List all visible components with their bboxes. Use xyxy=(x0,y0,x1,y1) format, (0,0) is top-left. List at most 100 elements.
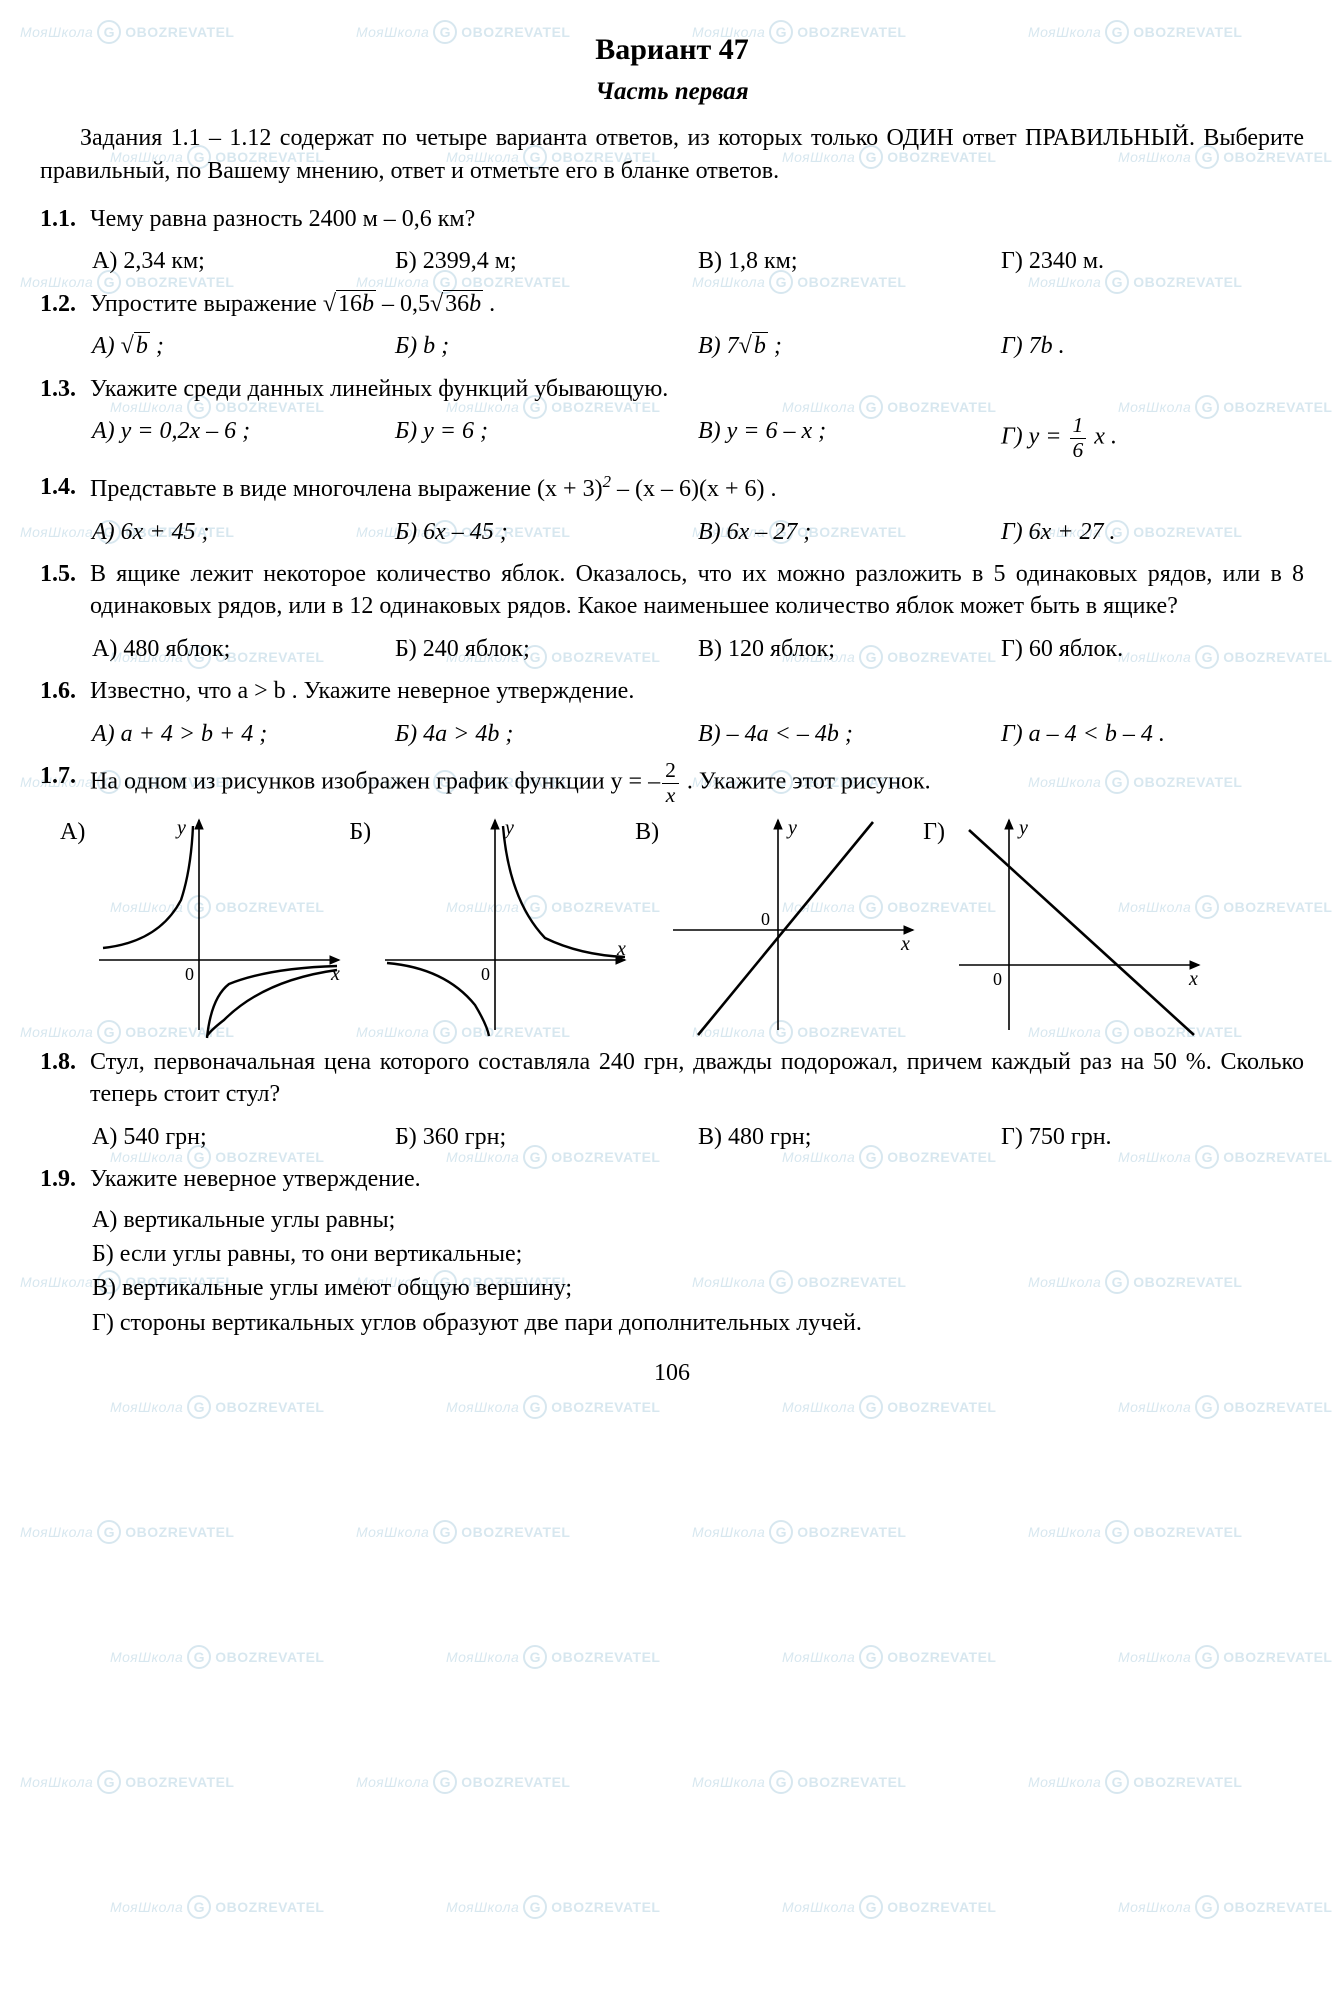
page-content: Вариант 47 Часть первая Задания 1.1 – 1.… xyxy=(40,30,1304,1390)
graph-d-svg: x y 0 xyxy=(949,810,1209,1040)
sqrt-icon: 16b xyxy=(323,288,376,320)
svg-text:y: y xyxy=(1017,817,1028,839)
question-1-7: 1.7. На одном из рисунков изображен граф… xyxy=(40,760,1304,1040)
q6-num: 1.6. xyxy=(40,675,90,707)
q4-ans-b: Б) 6x – 45 ; xyxy=(395,516,698,548)
watermark-icon: МояШкола G OBOZREVATEL xyxy=(1118,1645,1332,1669)
watermark-icon: МояШкола G OBOZREVATEL xyxy=(692,1770,906,1794)
watermark-icon: МояШкола G OBOZREVATEL xyxy=(110,1895,324,1919)
instructions: Задания 1.1 – 1.12 содержат по четыре ва… xyxy=(40,122,1304,187)
question-1-4: 1.4. Представьте в виде многочлена выраж… xyxy=(40,471,1304,548)
q9-answers: А) вертикальные углы равны; Б) если углы… xyxy=(92,1204,1304,1340)
sqrt-icon: b xyxy=(121,330,150,362)
q9-text: Укажите неверное утверждение. xyxy=(90,1163,1304,1195)
graph-a-svg: x y 0 xyxy=(89,810,349,1040)
q9-ans-c: В) вертикальные углы имеют общую вершину… xyxy=(92,1272,1304,1304)
svg-text:x: x xyxy=(1188,968,1198,990)
q7-text: На одном из рисунков изображен график фу… xyxy=(90,760,1304,806)
q9-ans-b: Б) если углы равны, то они вертикальные; xyxy=(92,1238,1304,1270)
q2-ans-a: А) b ; xyxy=(92,330,395,362)
q5-text: В ящике лежит некоторое количество яблок… xyxy=(90,558,1304,623)
sqrt-icon: b xyxy=(739,330,768,362)
watermark-icon: МояШкола G OBOZREVATEL xyxy=(356,1520,570,1544)
q1-text: Чему равна разность 2400 м – 0,6 км? xyxy=(90,203,1304,235)
q6-ans-c: В) – 4a < – 4b ; xyxy=(698,718,1001,750)
svg-text:0: 0 xyxy=(761,909,770,929)
question-1-3: 1.3. Укажите среди данных линейных функц… xyxy=(40,373,1304,462)
q2-ans-b: Б) b ; xyxy=(395,330,698,362)
q3-ans-c: В) y = 6 – x ; xyxy=(698,415,1001,461)
fraction-icon: 16 xyxy=(1070,415,1087,461)
variant-title: Вариант 47 xyxy=(40,30,1304,71)
q9-ans-a: А) вертикальные углы равны; xyxy=(92,1204,1304,1236)
watermark-icon: МояШкола G OBOZREVATEL xyxy=(446,1645,660,1669)
q6-ans-a: А) a + 4 > b + 4 ; xyxy=(92,718,395,750)
q4-ans-c: В) 6x – 27 ; xyxy=(698,516,1001,548)
watermark-icon: МояШкола G OBOZREVATEL xyxy=(1028,1770,1242,1794)
q1-num: 1.1. xyxy=(40,203,90,235)
watermark-icon: МояШкола G OBOZREVATEL xyxy=(1118,1395,1332,1419)
q4-text: Представьте в виде многочлена выражение … xyxy=(90,471,1304,505)
svg-text:y: y xyxy=(786,817,797,839)
q5-ans-b: Б) 240 яблок; xyxy=(395,633,698,665)
q5-ans-c: В) 120 яблок; xyxy=(698,633,1001,665)
q8-num: 1.8. xyxy=(40,1046,90,1111)
q2-text: Упростите выражение 16b – 0,536b . xyxy=(90,288,1304,320)
watermark-icon: МояШкола G OBOZREVATEL xyxy=(782,1395,996,1419)
q7-label-c: В) xyxy=(635,810,659,848)
q7-graph-d: Г) x y 0 xyxy=(923,810,1209,1040)
q4-ans-a: А) 6x + 45 ; xyxy=(92,516,395,548)
q7-label-a: А) xyxy=(60,810,85,848)
q7-label-d: Г) xyxy=(923,810,945,848)
svg-text:y: y xyxy=(175,817,186,839)
watermark-icon: МояШкола G OBOZREVATEL xyxy=(356,1770,570,1794)
watermark-icon: МояШкола G OBOZREVATEL xyxy=(446,1895,660,1919)
svg-text:0: 0 xyxy=(481,964,490,984)
q3-ans-a: А) y = 0,2x – 6 ; xyxy=(92,415,395,461)
watermark-icon: МояШкола G OBOZREVATEL xyxy=(20,1770,234,1794)
q7-num: 1.7. xyxy=(40,760,90,806)
q8-ans-b: Б) 360 грн; xyxy=(395,1121,698,1153)
q3-num: 1.3. xyxy=(40,373,90,405)
question-1-9: 1.9. Укажите неверное утверждение. А) ве… xyxy=(40,1163,1304,1339)
fraction-icon: 2x xyxy=(662,760,679,806)
q3-ans-b: Б) y = 6 ; xyxy=(395,415,698,461)
question-1-2: 1.2. Упростите выражение 16b – 0,536b . … xyxy=(40,288,1304,363)
watermark-icon: МояШкола G OBOZREVATEL xyxy=(110,1395,324,1419)
q7-label-b: Б) xyxy=(349,810,371,848)
part-subtitle: Часть первая xyxy=(40,75,1304,109)
q1-ans-b: Б) 2399,4 м; xyxy=(395,245,698,277)
svg-text:x: x xyxy=(900,933,910,955)
q5-num: 1.5. xyxy=(40,558,90,623)
page-number: 106 xyxy=(40,1357,1304,1389)
q7-graph-b: Б) x y 0 xyxy=(349,810,635,1040)
svg-text:0: 0 xyxy=(993,969,1002,989)
q7-graph-a: А) x y 0 xyxy=(60,810,349,1040)
q8-text: Стул, первоначальная цена которого соста… xyxy=(90,1046,1304,1111)
q2-ans-d: Г) 7b . xyxy=(1001,330,1304,362)
watermark-icon: МояШкола G OBOZREVATEL xyxy=(782,1895,996,1919)
q4-num: 1.4. xyxy=(40,471,90,505)
graph-b-svg: x y 0 xyxy=(375,810,635,1040)
watermark-icon: МояШкола G OBOZREVATEL xyxy=(20,1520,234,1544)
q3-ans-d: Г) y = 16 x . xyxy=(1001,415,1304,461)
watermark-icon: МояШкола G OBOZREVATEL xyxy=(692,1520,906,1544)
q5-ans-d: Г) 60 яблок. xyxy=(1001,633,1304,665)
watermark-icon: МояШкола G OBOZREVATEL xyxy=(1118,1895,1332,1919)
q6-ans-d: Г) a – 4 < b – 4 . xyxy=(1001,718,1304,750)
watermark-icon: МояШкола G OBOZREVATEL xyxy=(446,1395,660,1419)
svg-text:0: 0 xyxy=(185,964,194,984)
question-1-8: 1.8. Стул, первоначальная цена которого … xyxy=(40,1046,1304,1153)
q7-graph-c: В) x y 0 xyxy=(635,810,923,1040)
graph-c-svg: x y 0 xyxy=(663,810,923,1040)
watermark-icon: МояШкола G OBOZREVATEL xyxy=(1028,1520,1242,1544)
q1-ans-d: Г) 2340 м. xyxy=(1001,245,1304,277)
q2-text-pre: Упростите выражение xyxy=(90,291,323,317)
q2-ans-c: В) 7b ; xyxy=(698,330,1001,362)
watermark-icon: МояШкола G OBOZREVATEL xyxy=(110,1645,324,1669)
q6-ans-b: Б) 4a > 4b ; xyxy=(395,718,698,750)
q2-text-post: . xyxy=(489,291,495,317)
q6-text: Известно, что a > b . Укажите неверное у… xyxy=(90,675,1304,707)
q1-ans-a: А) 2,34 км; xyxy=(92,245,395,277)
q8-ans-a: А) 540 грн; xyxy=(92,1121,395,1153)
